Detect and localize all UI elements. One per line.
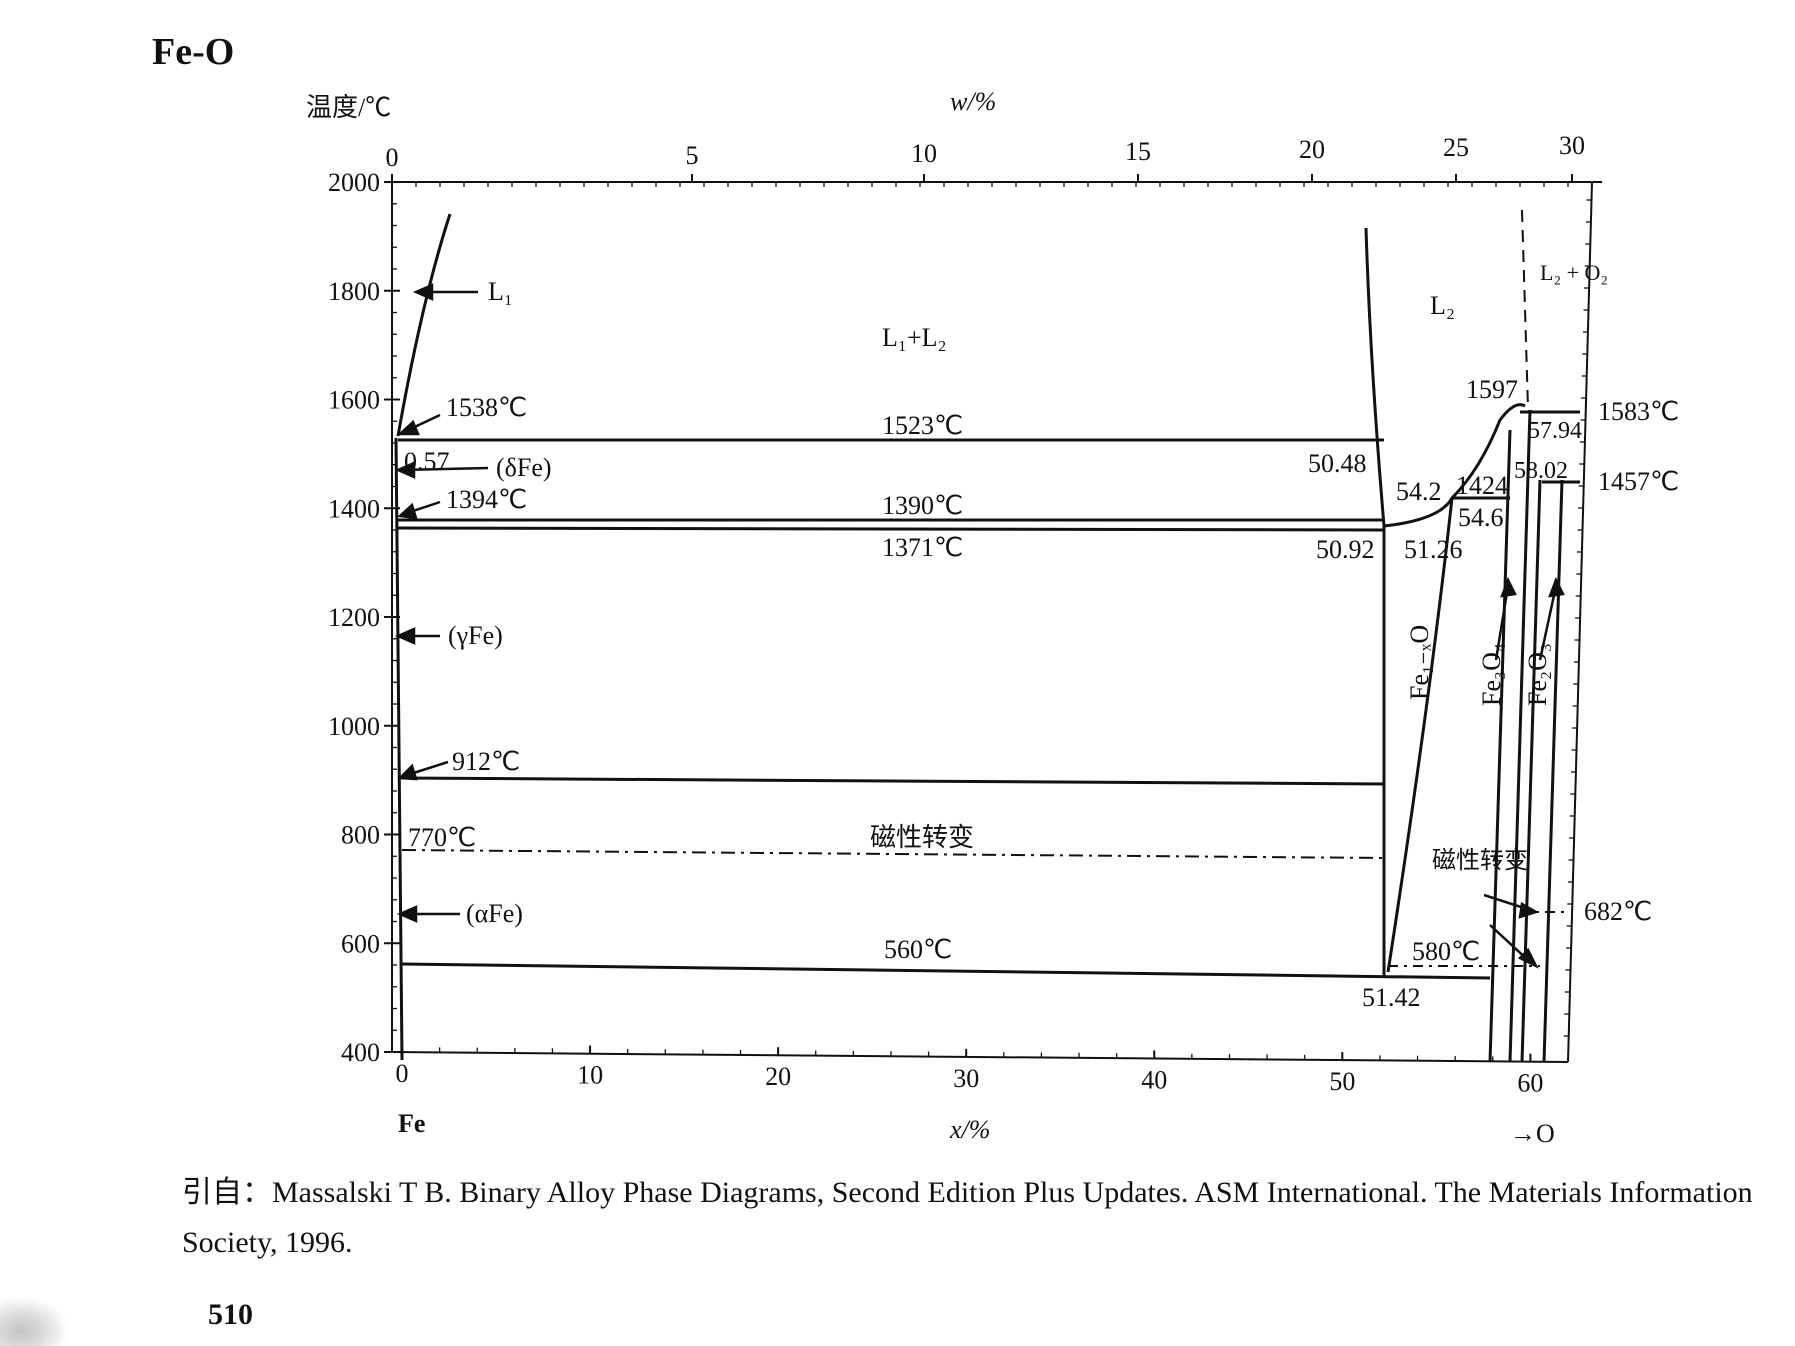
l2-liquidus-right — [1383, 403, 1526, 528]
point-label-1597: 1597 — [1466, 375, 1518, 404]
point-label-58-02: 58.02 — [1514, 458, 1568, 484]
isotherm-560 — [401, 962, 1491, 980]
top-tick-label: 0 — [386, 143, 399, 172]
point-label-54-2: 54.2 — [1396, 477, 1442, 506]
magnetic-770 — [401, 849, 1385, 859]
l2-liquidus-left — [1364, 227, 1386, 527]
y-tick-label: 800 — [341, 821, 380, 850]
y-tick-label: 1600 — [328, 386, 380, 415]
top-tick-label: 10 — [911, 139, 937, 168]
point-label-57-94: 57.94 — [1528, 418, 1582, 444]
point-label-0-57: 0.57 — [404, 447, 450, 476]
right-axis — [1567, 181, 1593, 1063]
phase-label-l1: L₁ — [488, 277, 513, 306]
phase-label-l1-l2: L₁+L₂ — [882, 323, 947, 352]
phase-label-alpha-fe: (αFe) — [466, 899, 523, 928]
y-tick-label: 2000 — [328, 168, 380, 197]
isotherm-912 — [399, 776, 1385, 786]
y-tick-label: 1000 — [328, 712, 380, 741]
arrows — [394, 283, 1565, 969]
x-tick-label: 50 — [1329, 1067, 1355, 1096]
y-tick-group: 400 600 800 1000 1200 1400 1600 1800 2000 — [328, 168, 400, 1067]
phase-label-fe2o3: Fe₂O₃ — [1523, 643, 1552, 706]
pure-fe-line — [394, 437, 404, 1061]
x-tick-label: 10 — [577, 1061, 603, 1090]
point-label-51-42: 51.42 — [1362, 983, 1421, 1012]
bottom-x-axis-label: x/% — [949, 1115, 990, 1144]
dash-lines — [401, 209, 1570, 967]
top-x-axis-label: w/% — [950, 87, 996, 116]
magnetic-transition-label: 磁性转变 — [870, 823, 974, 852]
point-label-51-26: 51.26 — [1404, 535, 1463, 564]
isotherm-label-912: 912℃ — [452, 747, 520, 776]
citation: 引自：Massalski T B. Binary Alloy Phase Dia… — [182, 1176, 1753, 1259]
x-tick-label: 30 — [953, 1064, 979, 1093]
point-label-54-6: 54.6 — [1458, 503, 1504, 532]
isotherm-label-1523: 1523℃ — [882, 411, 963, 440]
phase-label-fe3o4: Fe₃O₄ — [1477, 643, 1506, 706]
y-tick-label: 1200 — [328, 603, 380, 632]
fe3o4-right — [1508, 409, 1532, 1063]
right-element-label: →O — [1510, 1119, 1555, 1148]
point-label-1538: 1538℃ — [446, 393, 527, 422]
point-label-1424: 1424 — [1456, 471, 1508, 500]
x-tick-label: 60 — [1517, 1069, 1543, 1098]
top-tick-label: 25 — [1443, 133, 1469, 162]
phase-label-fe1x0: Fe₁₋ₓO — [1405, 625, 1434, 700]
phase-label-l2-o2: L₂ + O₂ — [1540, 260, 1608, 285]
top-tick-label: 15 — [1125, 137, 1151, 166]
isotherm-label-1390: 1390℃ — [882, 491, 963, 520]
phase-boundaries — [394, 213, 1580, 1063]
top-tick-label: 30 — [1559, 131, 1585, 160]
axes — [391, 181, 1602, 1063]
fe1x0-right — [1386, 497, 1454, 973]
y-axis-label: 温度/℃ — [306, 93, 391, 122]
phase-label-l2: L₂ — [1430, 291, 1455, 320]
x-tick-label: 40 — [1141, 1065, 1167, 1094]
y-tick-label: 1400 — [328, 494, 380, 523]
fe2o3-left — [1520, 479, 1542, 1063]
isotherm-label-1371: 1371℃ — [882, 533, 963, 562]
phase-label-gamma-fe: (γFe) — [448, 621, 503, 650]
bottom-axis — [391, 1051, 1569, 1063]
point-label-50-92: 50.92 — [1316, 535, 1375, 564]
isotherm-label-770: 770℃ — [408, 823, 476, 852]
top-tick-group: 0 5 10 15 20 25 30 — [386, 131, 1585, 182]
y-tick-label: 400 — [341, 1038, 380, 1067]
top-tick-label: 20 — [1299, 135, 1325, 164]
x-tick-group: 0 10 20 30 40 50 60 — [396, 1044, 1543, 1098]
l2-o2-boundary — [1521, 209, 1529, 409]
isotherm-label-560: 560℃ — [884, 935, 952, 964]
page-number: 510 — [208, 1298, 253, 1331]
isotherm-label-682: 682℃ — [1584, 897, 1652, 926]
isotherm-label-1457: 1457℃ — [1598, 467, 1679, 496]
fe2o3-line — [1542, 479, 1564, 1063]
phase-label-delta-fe: (δFe) — [496, 453, 552, 482]
isotherm-label-580: 580℃ — [1412, 937, 1480, 966]
y-tick-label: 1800 — [328, 277, 380, 306]
isotherm-1371 — [397, 526, 1385, 532]
point-label-1394: 1394℃ — [446, 485, 527, 514]
magnetic-transition-label-right: 磁性转变 — [1432, 847, 1528, 874]
fe3o4-left — [1488, 429, 1512, 1063]
y-tick-label: 600 — [341, 929, 380, 958]
left-element-label: Fe — [398, 1109, 425, 1138]
scan-artifact — [0, 1296, 70, 1346]
page-title: Fe-O — [152, 31, 235, 73]
liquidus-l1 — [396, 213, 452, 437]
minor-tick-group — [391, 181, 1593, 1062]
x-tick-label: 0 — [396, 1059, 409, 1088]
isotherm-label-1583: 1583℃ — [1598, 397, 1679, 426]
top-tick-label: 5 — [686, 141, 699, 170]
point-label-50-48: 50.48 — [1308, 449, 1367, 478]
x-tick-label: 20 — [765, 1062, 791, 1091]
